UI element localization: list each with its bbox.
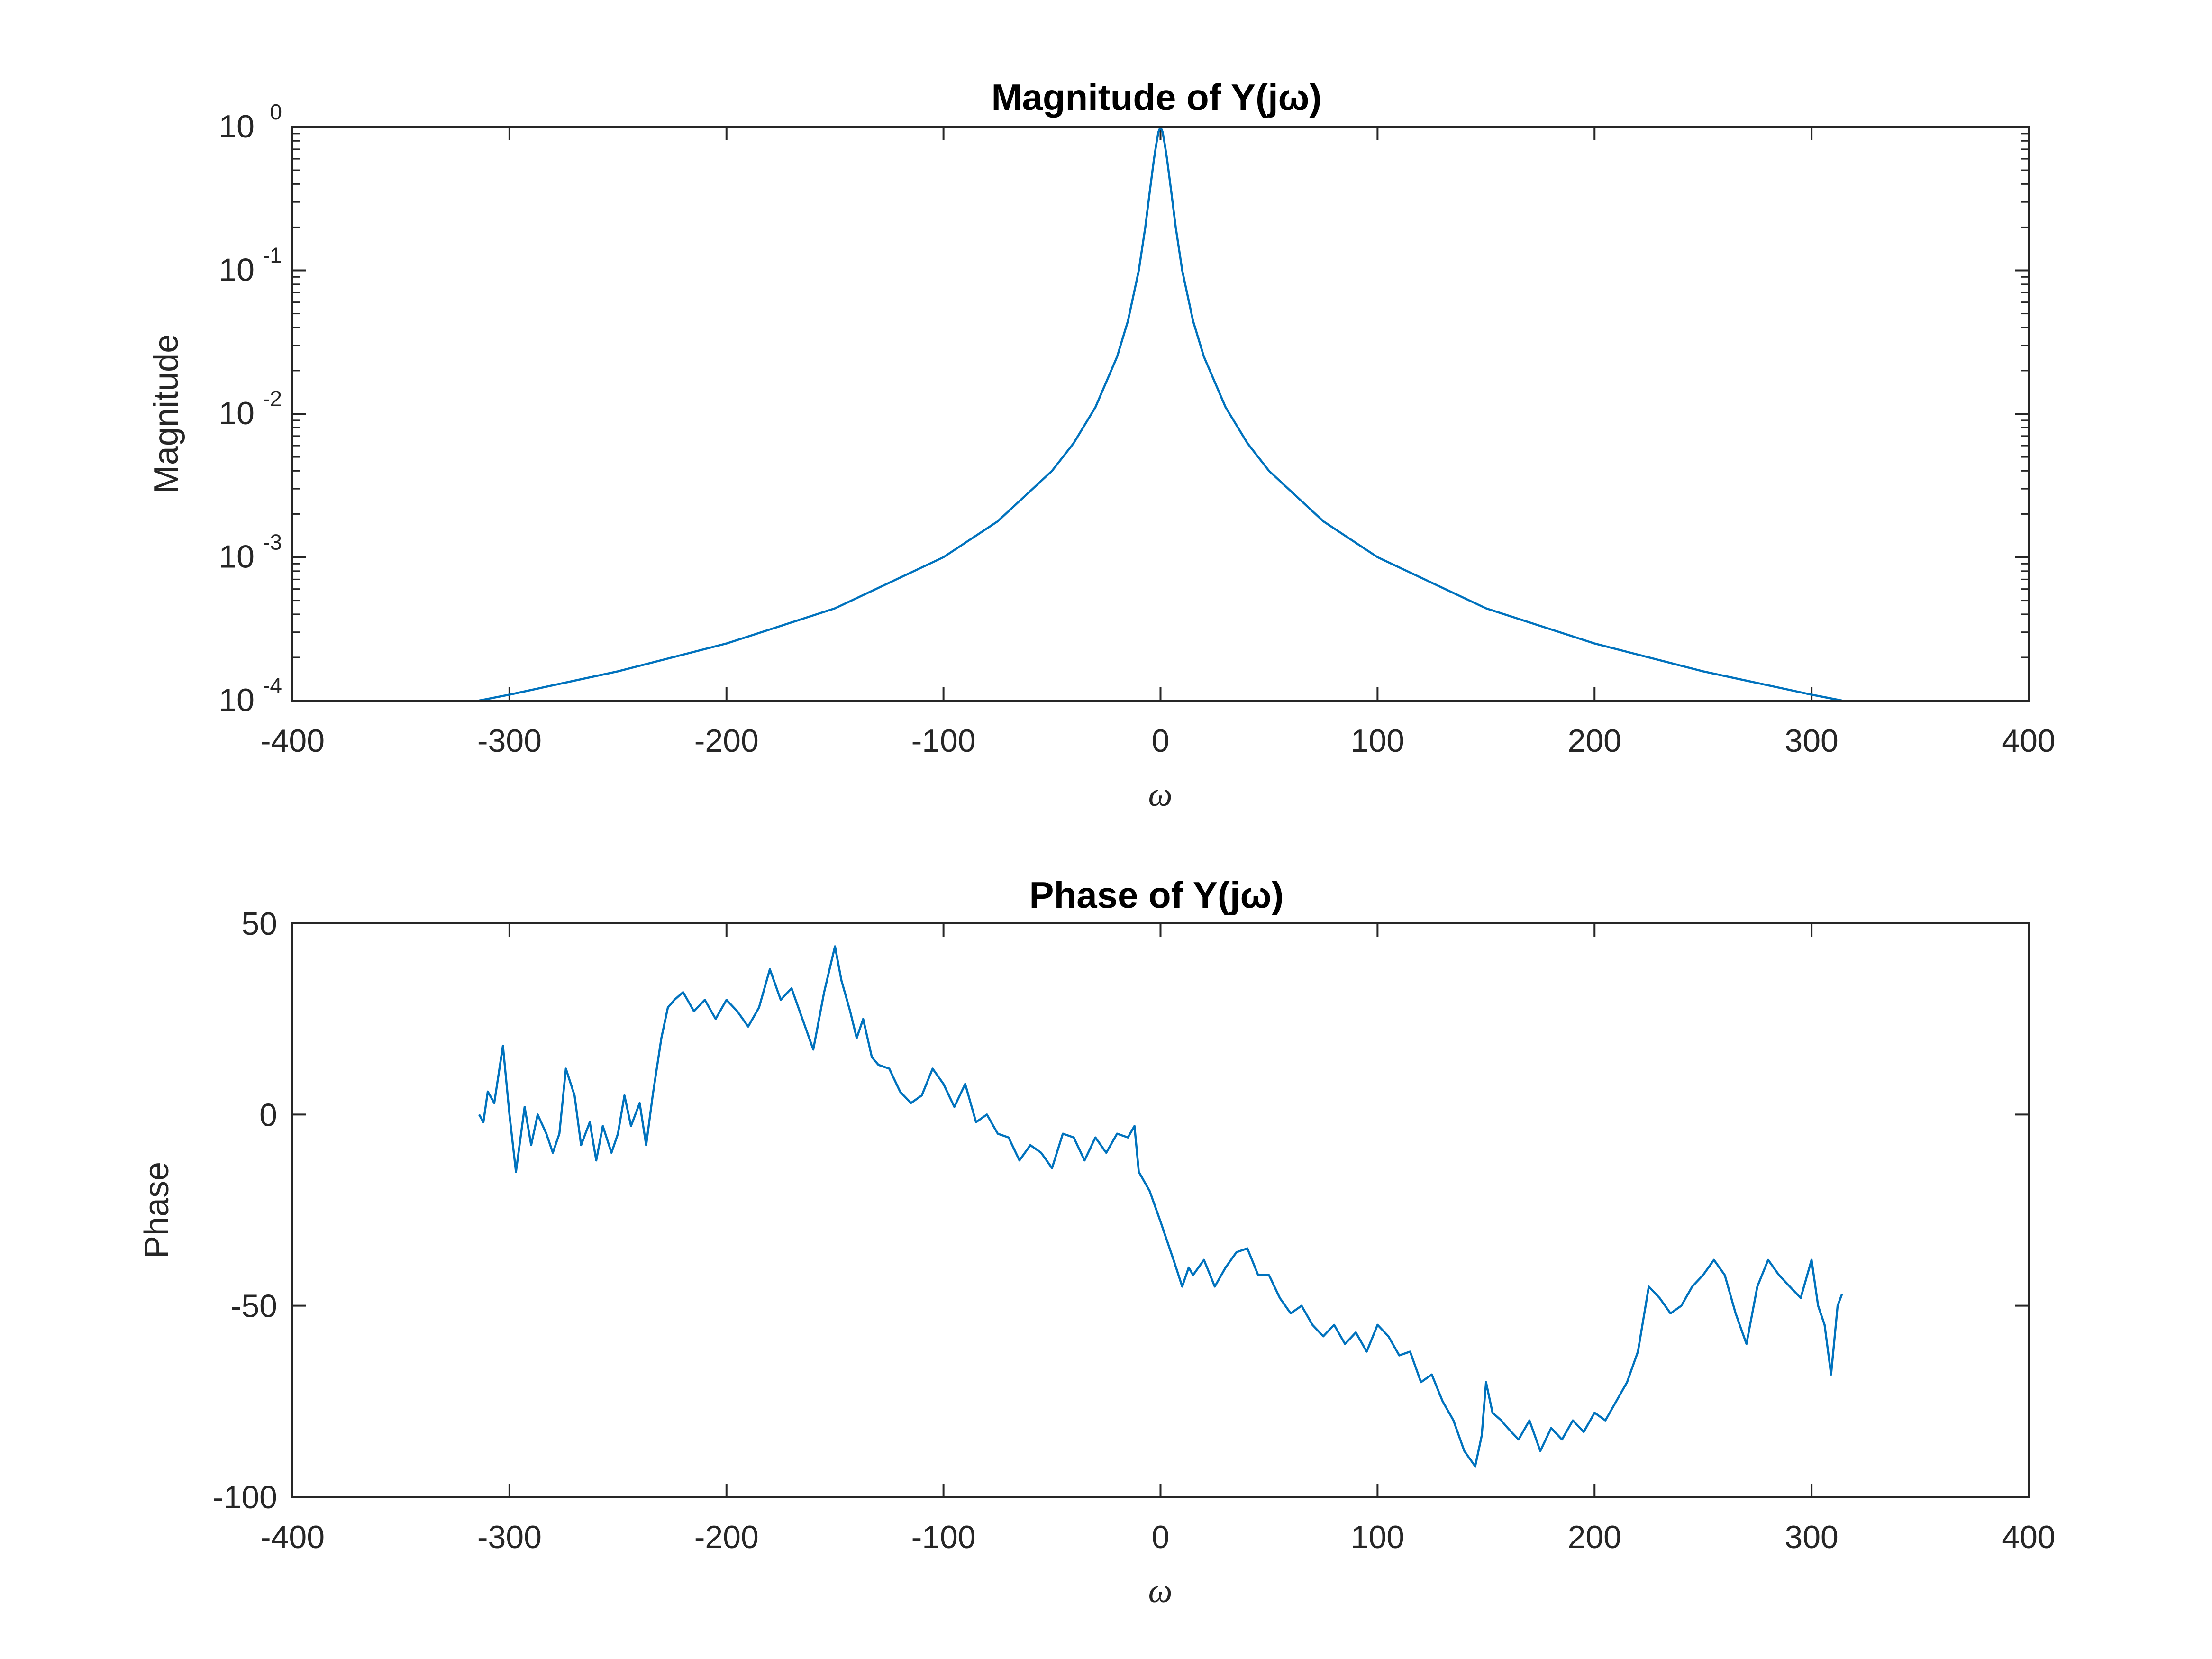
x-tick-label: 300: [1784, 1519, 1838, 1555]
x-tick-label: -300: [477, 1519, 542, 1555]
x-tick-label: 200: [1568, 1519, 1621, 1555]
phase-plot-frame: [291, 922, 2030, 1498]
magnitude-y-axis-label: Magnitude: [147, 334, 185, 493]
x-tick-label: 0: [1152, 1519, 1170, 1555]
x-tick-label: -400: [260, 1519, 325, 1555]
x-tick-label: -100: [911, 723, 976, 759]
x-tick-label: 400: [2002, 723, 2055, 759]
y-tick-label: 10: [218, 252, 255, 288]
magnitude-chart-title: Magnitude of Y(jω): [991, 76, 1321, 118]
y-tick-label: 10: [218, 682, 255, 718]
y-tick-label: -50: [231, 1288, 277, 1324]
x-tick-label: 100: [1351, 1519, 1404, 1555]
x-tick-label: -400: [260, 723, 325, 759]
y-tick-label: 10: [218, 395, 255, 431]
magnitude-y-tick-labels: 10 0 10 -1 10 -2 10 -3 10 -4: [218, 100, 282, 718]
x-tick-label: 400: [2002, 1519, 2055, 1555]
y-tick-label-exponent: -1: [263, 243, 282, 268]
y-tick-label-exponent: -3: [263, 530, 282, 555]
y-tick-label: 10: [218, 539, 255, 575]
x-tick-label: -300: [477, 723, 542, 759]
y-tick-label: 50: [241, 906, 277, 942]
x-tick-label: 0: [1152, 723, 1170, 759]
y-tick-label-exponent: -4: [263, 673, 282, 698]
x-tick-label: -200: [694, 1519, 759, 1555]
x-tick-label: 200: [1568, 723, 1621, 759]
phase-subplot: Phase of Y(jω) -100 -50 0 50 -400 -300 -200 -1…: [138, 874, 2056, 1610]
magnitude-x-tick-labels: -400 -300 -200 -100 0 100 200 300 400: [260, 723, 2056, 759]
phase-y-axis-label: Phase: [138, 1162, 176, 1258]
x-tick-label: -200: [694, 723, 759, 759]
phase-y-tick-labels: -100 -50 0 50: [213, 906, 277, 1515]
magnitude-x-axis-label: ω: [1148, 775, 1173, 813]
x-tick-label: 300: [1784, 723, 1838, 759]
y-tick-label-exponent: -2: [263, 386, 282, 411]
phase-chart-title: Phase of Y(jω): [1029, 874, 1284, 916]
x-tick-label: -100: [911, 1519, 976, 1555]
y-tick-label: 10: [218, 109, 255, 145]
phase-series-line: [478, 945, 1843, 1468]
phase-x-tick-labels: -400 -300 -200 -100 0 100 200 300 400: [260, 1519, 2056, 1555]
x-tick-label: 100: [1351, 723, 1404, 759]
y-tick-label-exponent: 0: [270, 100, 282, 124]
y-tick-label: -100: [213, 1479, 277, 1515]
magnitude-plot-frame: [291, 126, 2030, 702]
y-tick-label: 0: [259, 1097, 277, 1133]
phase-x-axis-label: ω: [1148, 1572, 1173, 1610]
